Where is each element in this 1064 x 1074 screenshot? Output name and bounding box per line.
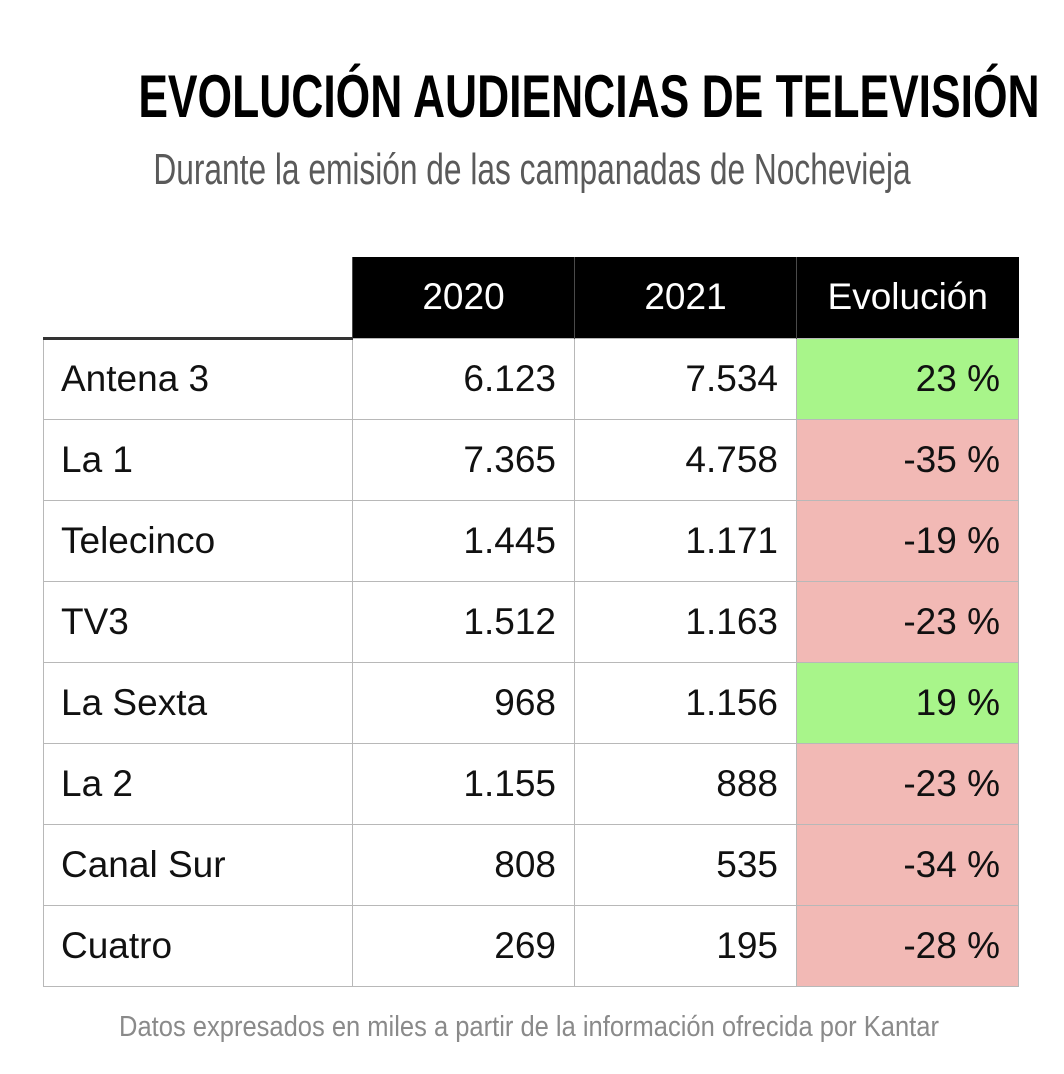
value-2020: 6.123	[352, 337, 575, 420]
table-row: La 1 7.365 4.758 -35 %	[43, 418, 1019, 501]
table-row: La Sexta 968 1.156 19 %	[43, 661, 1019, 744]
value-2021: 535	[574, 823, 797, 906]
value-2020: 968	[352, 661, 575, 744]
evolution-cell: -19 %	[796, 499, 1019, 582]
evolution-cell: -35 %	[796, 418, 1019, 501]
header-2021: 2021	[574, 257, 797, 338]
audience-table: 2020 2021 Evolución Antena 3 6.123 7.534…	[43, 257, 1019, 987]
table-body: Antena 3 6.123 7.534 23 % La 1 7.365 4.7…	[43, 337, 1019, 987]
table-header-row: 2020 2021 Evolución	[43, 257, 1019, 340]
value-2020: 1.512	[352, 580, 575, 663]
channel-name: La Sexta	[43, 661, 353, 744]
value-2020: 808	[352, 823, 575, 906]
channel-name: TV3	[43, 580, 353, 663]
table-row: Canal Sur 808 535 -34 %	[43, 823, 1019, 906]
channel-name: Canal Sur	[43, 823, 353, 906]
table-row: TV3 1.512 1.163 -23 %	[43, 580, 1019, 663]
evolution-cell: -28 %	[796, 904, 1019, 987]
evolution-cell: 23 %	[796, 337, 1019, 420]
header-evolution: Evolución	[796, 257, 1019, 338]
channel-name: Cuatro	[43, 904, 353, 987]
table-row: Cuatro 269 195 -28 %	[43, 904, 1019, 987]
header-blank-cell	[43, 257, 353, 340]
evolution-cell: -23 %	[796, 742, 1019, 825]
chart-title: EVOLUCIÓN AUDIENCIAS DE TELEVISIÓN	[138, 63, 1040, 130]
value-2021: 1.171	[574, 499, 797, 582]
channel-name: La 1	[43, 418, 353, 501]
value-2020: 1.445	[352, 499, 575, 582]
value-2020: 1.155	[352, 742, 575, 825]
header-2020: 2020	[352, 257, 575, 338]
evolution-cell: -23 %	[796, 580, 1019, 663]
value-2021: 888	[574, 742, 797, 825]
table-row: La 2 1.155 888 -23 %	[43, 742, 1019, 825]
chart-subtitle: Durante la emisión de las campanadas de …	[153, 145, 911, 194]
source-footnote: Datos expresados en miles a partir de la…	[119, 1011, 939, 1043]
value-2021: 7.534	[574, 337, 797, 420]
evolution-cell: 19 %	[796, 661, 1019, 744]
value-2021: 195	[574, 904, 797, 987]
channel-name: Antena 3	[43, 337, 353, 420]
table-row: Telecinco 1.445 1.171 -19 %	[43, 499, 1019, 582]
value-2021: 1.163	[574, 580, 797, 663]
value-2021: 1.156	[574, 661, 797, 744]
table-row: Antena 3 6.123 7.534 23 %	[43, 337, 1019, 420]
channel-name: La 2	[43, 742, 353, 825]
evolution-cell: -34 %	[796, 823, 1019, 906]
value-2020: 7.365	[352, 418, 575, 501]
value-2021: 4.758	[574, 418, 797, 501]
value-2020: 269	[352, 904, 575, 987]
channel-name: Telecinco	[43, 499, 353, 582]
